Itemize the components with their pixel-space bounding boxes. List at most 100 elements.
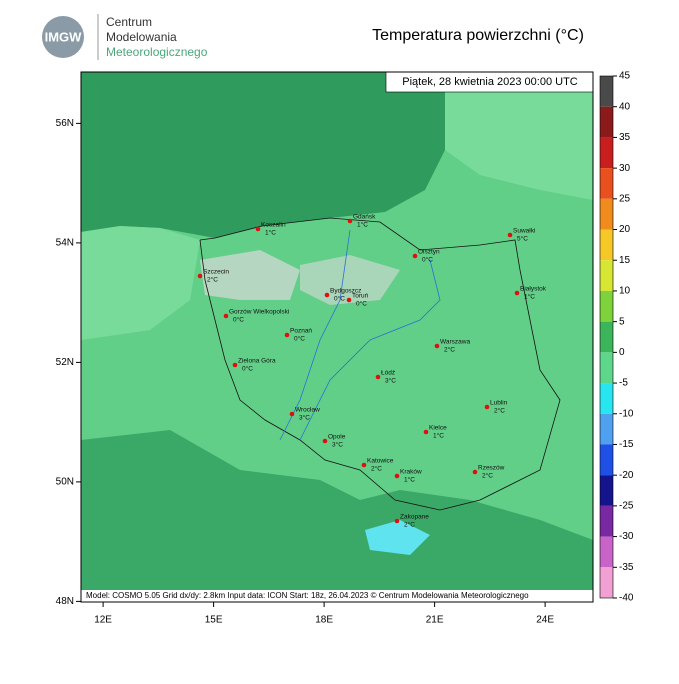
city-name: Katowice bbox=[367, 458, 394, 465]
colorbar-segment bbox=[600, 536, 613, 568]
city-name: Szczecin bbox=[203, 269, 229, 276]
colorbar-segment bbox=[600, 444, 613, 476]
colorbar-tick-label: -15 bbox=[619, 439, 634, 450]
city-marker bbox=[322, 438, 328, 444]
city-marker bbox=[484, 404, 490, 410]
city-name: Suwałki bbox=[513, 228, 535, 235]
city-temp: 3°C bbox=[332, 441, 343, 449]
city-marker bbox=[472, 469, 478, 475]
city-marker bbox=[375, 374, 381, 380]
city-temp: 2°C bbox=[494, 407, 505, 415]
colorbar-tick-label: -30 bbox=[619, 531, 634, 542]
city-name: Białystok bbox=[520, 286, 547, 293]
border bbox=[199, 217, 561, 511]
city-temp: 0°C bbox=[294, 335, 305, 343]
city-marker bbox=[423, 429, 429, 435]
city-marker bbox=[197, 273, 203, 279]
org-name: Meteorologicznego bbox=[106, 45, 208, 59]
city-marker bbox=[255, 226, 261, 232]
colorbar-segment bbox=[600, 383, 613, 414]
city-marker bbox=[361, 462, 367, 468]
lon-tick-label: 21E bbox=[426, 615, 444, 626]
city-temp: 0°C bbox=[356, 300, 367, 308]
colorbar-segment bbox=[600, 475, 613, 506]
colorbar-segment bbox=[600, 413, 613, 445]
city-marker bbox=[223, 313, 229, 319]
colorbar-tick-label: -20 bbox=[619, 470, 634, 481]
colorbar-segment bbox=[600, 352, 613, 384]
city-name: Poznań bbox=[290, 328, 312, 335]
city-name: Kielce bbox=[429, 425, 447, 432]
mountains bbox=[81, 430, 593, 602]
date: Piątek, 28 kwietnia 2023 00:00 UTC bbox=[402, 76, 578, 88]
city-temp: 5°C bbox=[517, 235, 528, 243]
colorbar-segment bbox=[600, 567, 613, 598]
city-name: Olsztyn bbox=[418, 249, 440, 256]
colorbar-tick-label: -10 bbox=[619, 408, 634, 419]
colorbar-segment bbox=[600, 106, 613, 138]
city-temp: 1°C bbox=[524, 293, 535, 301]
colorbar-tick-label: 5 bbox=[619, 316, 625, 327]
colorbar-segment bbox=[600, 321, 613, 353]
lon-tick-label: 24E bbox=[536, 615, 554, 626]
city-temp: 0°C bbox=[233, 316, 244, 324]
colorbar-frame bbox=[599, 75, 614, 599]
city-marker bbox=[412, 253, 418, 259]
colorbar-tick-label: -40 bbox=[619, 593, 634, 604]
city-temp: 0°C bbox=[422, 256, 433, 264]
river bbox=[299, 259, 441, 441]
city-name: Łódź bbox=[381, 370, 395, 377]
city-temp: 0°C bbox=[242, 365, 253, 373]
colorbar-tick-label: -25 bbox=[619, 501, 634, 512]
city-temp: 0°C bbox=[334, 295, 345, 303]
map-frame bbox=[80, 71, 594, 603]
city-temp: 1°C bbox=[404, 476, 415, 484]
city-marker bbox=[514, 290, 520, 296]
land-area bbox=[81, 226, 200, 340]
colorbar-tick-label: 10 bbox=[619, 286, 631, 297]
lon-tick-label: 15E bbox=[205, 615, 223, 626]
city-marker bbox=[394, 473, 400, 479]
colorbar-segment bbox=[600, 76, 613, 107]
colorbar-tick-label: 40 bbox=[619, 101, 631, 112]
lat-tick-label: 54N bbox=[56, 238, 74, 249]
logo-text: IMGW bbox=[45, 29, 83, 44]
footer: Model: COSMO 5.05 Grid dx/dy: 2.8km Inpu… bbox=[86, 591, 529, 600]
city-name: Rzeszów bbox=[478, 465, 505, 472]
city-name: Opole bbox=[328, 434, 346, 441]
city-temp: 2°C bbox=[444, 346, 455, 354]
colorbar-tick-label: -5 bbox=[619, 378, 628, 389]
city-temp: 3°C bbox=[299, 414, 310, 422]
city-temp: 2°C bbox=[404, 521, 415, 529]
city-temp: 2°C bbox=[371, 465, 382, 473]
colorbar-tick-label: 25 bbox=[619, 193, 631, 204]
cold-area bbox=[300, 255, 400, 305]
lon-tick-label: 18E bbox=[315, 615, 333, 626]
footer-box bbox=[81, 590, 593, 602]
city-marker bbox=[434, 343, 440, 349]
city-marker bbox=[347, 218, 353, 224]
cold-area bbox=[365, 520, 430, 555]
city-temp: 1°C bbox=[265, 229, 276, 237]
city-temp: 3°C bbox=[385, 377, 396, 385]
colorbar-tick-label: 45 bbox=[619, 71, 631, 82]
colorbar-tick-label: 35 bbox=[619, 132, 631, 143]
city-name: Zielona Góra bbox=[238, 358, 276, 365]
org-name: Centrum bbox=[106, 15, 152, 29]
city-temp: 2°C bbox=[207, 276, 218, 284]
colorbar-tick-label: 0 bbox=[619, 347, 625, 358]
city-name: Koszalin bbox=[261, 222, 286, 229]
city-temp: 1°C bbox=[433, 432, 444, 440]
city-name: Gdańsk bbox=[353, 214, 376, 221]
city-temp: 1°C bbox=[357, 221, 368, 229]
city-marker bbox=[232, 362, 238, 368]
map: Koszalin1°CGdańsk1°CSuwałki5°COlsztyn0°C… bbox=[80, 71, 594, 603]
land-area bbox=[445, 72, 593, 200]
city-marker bbox=[346, 297, 352, 303]
city-marker bbox=[289, 411, 295, 417]
lat-tick-label: 52N bbox=[56, 357, 74, 368]
city-name: Zakopane bbox=[400, 514, 429, 521]
sea bbox=[81, 72, 445, 238]
city-marker bbox=[324, 292, 330, 298]
